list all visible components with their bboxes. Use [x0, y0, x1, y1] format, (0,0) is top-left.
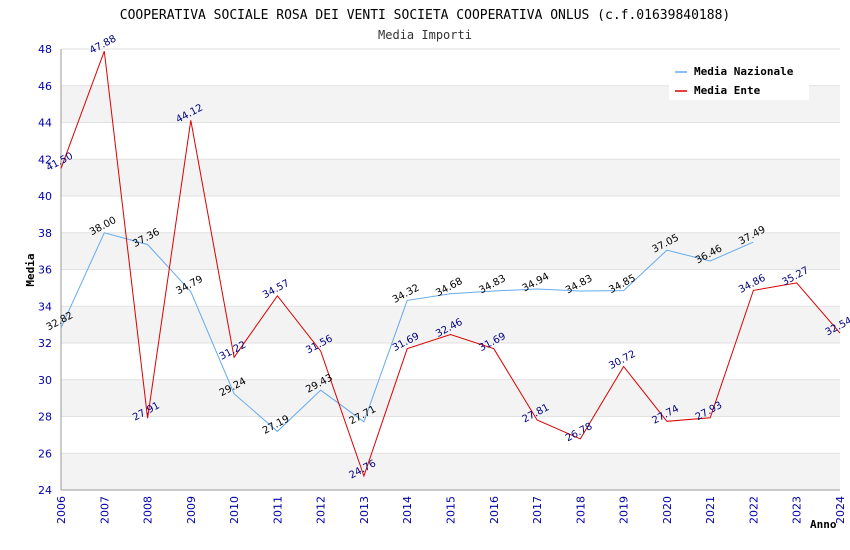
- x-tick-label: 2012: [315, 496, 328, 524]
- chart-title: COOPERATIVA SOCIALE ROSA DEI VENTI SOCIE…: [120, 8, 730, 23]
- series-layer: [60, 51, 841, 478]
- x-tick-label: 2021: [704, 496, 717, 524]
- series-line-media-nazionale: [60, 232, 754, 433]
- grid-band: [61, 306, 840, 343]
- x-tick-label: 2014: [401, 496, 414, 524]
- y-tick-label: 40: [38, 190, 52, 203]
- y-tick-label: 24: [38, 484, 52, 497]
- grid-bands: [61, 49, 840, 490]
- y-tick-label: 46: [38, 80, 52, 93]
- y-tick-label: 28: [38, 411, 52, 424]
- legend-label-ente: Media Ente: [694, 84, 761, 97]
- x-tick-label: 2018: [574, 496, 587, 524]
- y-tick-label: 32: [38, 337, 52, 350]
- chart-subtitle: Media Importi: [378, 28, 472, 42]
- y-tick-label: 44: [38, 117, 52, 130]
- y-tick-label: 42: [38, 153, 52, 166]
- grid-band: [61, 416, 840, 454]
- x-ticks: 2006 2007 2008 2009 2010 2011 2012 2013 2014 2015…: [55, 496, 847, 524]
- grid-band: [61, 232, 840, 270]
- grid-band: [61, 269, 840, 307]
- y-axis-label: Media: [24, 253, 37, 286]
- x-tick-label: 2020: [661, 496, 674, 524]
- x-tick-label: 2008: [142, 496, 155, 524]
- y-tick-label: 38: [38, 227, 52, 240]
- x-tick-label: 2010: [228, 496, 241, 524]
- x-axis-label: Anno: [810, 518, 837, 531]
- y-tick-label: 36: [38, 264, 52, 277]
- y-tick-label: 30: [38, 374, 52, 387]
- y-tick-label: 34: [38, 300, 52, 313]
- y-ticks: 24 26 28 30 32 34 36 38 40 42 44 46 48: [38, 43, 52, 497]
- x-tick-label: 2023: [791, 496, 804, 524]
- y-tick-label: 48: [38, 43, 52, 56]
- x-tick-label: 2024: [834, 496, 847, 524]
- x-tick-label: 2007: [98, 496, 111, 524]
- legend: Media Nazionale Media Ente: [669, 60, 809, 100]
- legend-box: [669, 60, 809, 100]
- series-line-media-ente: [60, 51, 841, 478]
- grid-band: [61, 159, 840, 196]
- x-tick-label: 2017: [531, 496, 544, 524]
- y-tick-label: 26: [38, 447, 52, 460]
- legend-label-nazionale: Media Nazionale: [694, 65, 794, 78]
- x-tick-label: 2015: [445, 496, 458, 524]
- x-tick-label: 2022: [747, 496, 760, 524]
- grid-band: [61, 343, 840, 380]
- x-tick-label: 2016: [488, 496, 501, 524]
- x-tick-label: 2011: [271, 496, 284, 524]
- grid-band: [61, 379, 840, 417]
- x-tick-label: 2019: [618, 496, 631, 524]
- x-tick-label: 2006: [55, 496, 68, 524]
- x-tick-label: 2013: [358, 496, 371, 524]
- x-tick-label: 2009: [185, 496, 198, 524]
- grid-band: [61, 196, 840, 233]
- grid-band: [61, 453, 840, 490]
- grid-band: [61, 122, 840, 160]
